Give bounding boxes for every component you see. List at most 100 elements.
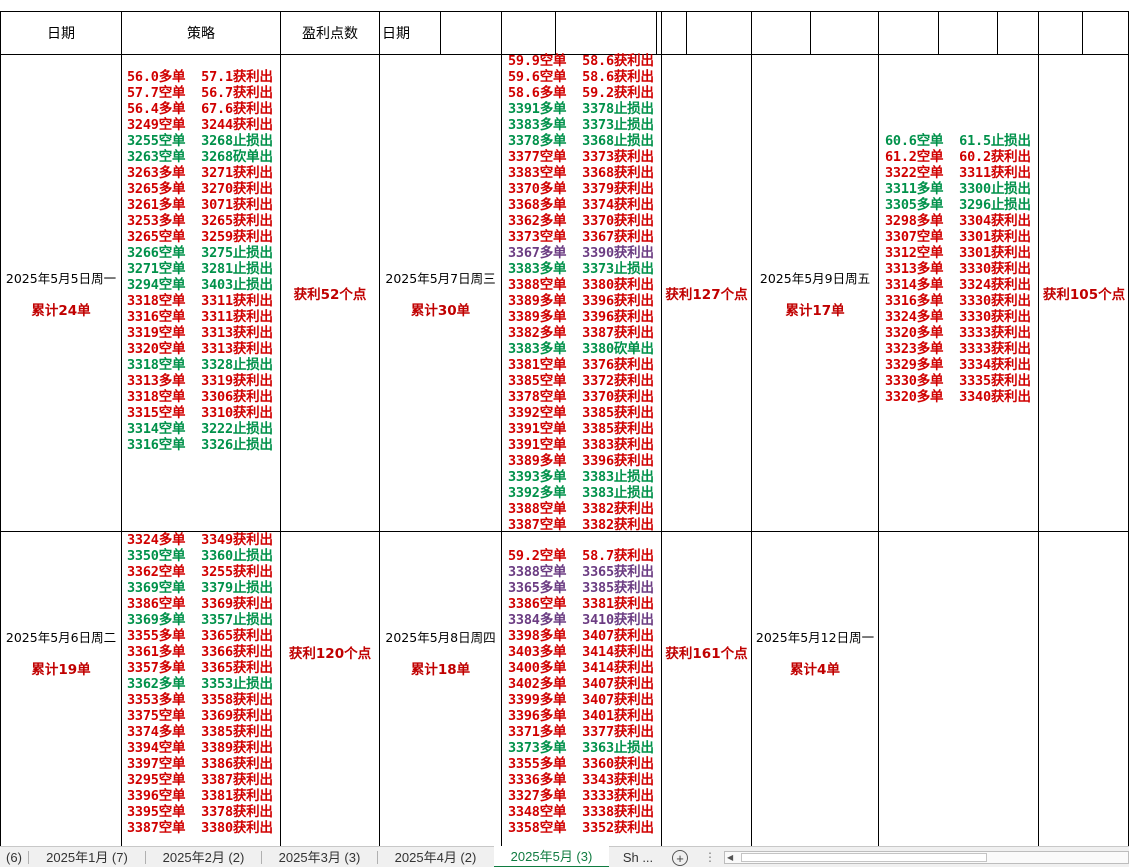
strategy-line: 3389多单 3396获利出 [508, 453, 654, 469]
strategy-line: 3386空单 3381获利出 [508, 596, 654, 612]
sheet-tab-active[interactable]: 2025年5月 (3) [494, 846, 609, 867]
total-orders: 累计24单 [31, 302, 91, 319]
strategy-line: 3371多单 3377获利出 [508, 724, 654, 740]
sheet-tab[interactable]: Sh ... [612, 847, 664, 867]
strategy-line: 3348空单 3338获利出 [508, 804, 654, 820]
sheet-tab-label: (6) [6, 850, 22, 865]
grid-line [0, 531, 1129, 532]
strategy-line: 3396多单 3401获利出 [508, 708, 654, 724]
header-date-2[interactable]: 日期 [380, 11, 440, 54]
strategy-cell[interactable]: 56.0多单 57.1获利出 57.7空单 56.7获利出 56.4多单 67.6获… [127, 69, 280, 531]
header-profit-points[interactable]: 盈利点数 [281, 11, 379, 54]
header-date-1[interactable]: 日期 [1, 11, 121, 54]
strategy-line: 3294空单 3403止损出 [127, 277, 273, 293]
strategy-line: 3336多单 3343获利出 [508, 772, 654, 788]
strategy-line: 3392多单 3383止损出 [508, 485, 654, 501]
strategy-line: 61.2空单 60.2获利出 [885, 149, 1031, 165]
strategy-line: 3314多单 3324获利出 [885, 277, 1031, 293]
date-cell[interactable]: 2025年5月5日周一 累计24单 [1, 55, 121, 531]
grid-line [280, 11, 281, 846]
strategy-line: 3255空单 3268止损出 [127, 133, 273, 149]
strategy-line: 3318空单 3306获利出 [127, 389, 273, 405]
strategy-line: 3261多单 3071获利出 [127, 197, 273, 213]
strategy-line: 3314空单 3222止损出 [127, 421, 273, 437]
strategy-line: 3381空单 3376获利出 [508, 357, 654, 373]
strategy-line: 3369多单 3357止损出 [127, 612, 273, 628]
profit-points-cell[interactable]: 获利105个点 [1039, 55, 1129, 531]
add-sheet-icon[interactable]: + [672, 850, 688, 866]
profit-points-cell[interactable]: 获利52个点 [281, 55, 379, 531]
strategy-line: 3355多单 3365获利出 [127, 628, 273, 644]
strategy-line: 3316空单 3326止损出 [127, 437, 273, 453]
strategy-cell[interactable]: 59.2空单 58.7获利出 3388空单 3365获利出 3365多单 3385获… [508, 548, 661, 846]
strategy-line: 3391空单 3383获利出 [508, 437, 654, 453]
strategy-line: 3367多单 3390获利出 [508, 245, 654, 261]
header-strategy[interactable]: 策略 [122, 11, 280, 54]
strategy-line: 3323多单 3333获利出 [885, 341, 1031, 357]
strategy-line: 3265多单 3270获利出 [127, 181, 273, 197]
sheet-tab[interactable]: (6) [0, 847, 28, 867]
strategy-line: 59.2空单 58.7获利出 [508, 548, 654, 564]
total-orders: 累计18单 [410, 661, 471, 678]
sheet-tab[interactable]: 2025年2月 (2) [146, 847, 261, 867]
strategy-line: 3387空单 3382获利出 [508, 517, 654, 531]
sheet-tab-label: 2025年1月 (7) [46, 850, 128, 865]
horizontal-scrollbar[interactable]: ◀ [724, 851, 1129, 864]
strategy-line: 3389多单 3396获利出 [508, 309, 654, 325]
date-cell[interactable]: 2025年5月6日周二 累计19单 [1, 532, 121, 772]
date-cell[interactable]: 2025年5月7日周三 累计30单 [380, 55, 501, 531]
strategy-line: 3383多单 3373止损出 [508, 117, 654, 133]
strategy-cell[interactable]: 3324多单 3349获利出 3350空单 3360止损出 3362空单 3255获… [127, 532, 280, 846]
profit-points-cell[interactable]: 获利120个点 [281, 532, 379, 772]
sheet-tab-label: 2025年2月 (2) [162, 850, 245, 865]
sheet-tab[interactable]: 2025年3月 (3) [262, 847, 377, 867]
sheet-tab[interactable]: 2025年1月 (7) [29, 847, 145, 867]
profit-label: 获利120个点 [288, 646, 372, 662]
date-label: 2025年5月6日周二 [5, 629, 117, 645]
strategy-line: 59.9空单 58.6获利出 [508, 53, 654, 69]
grid-line [440, 11, 441, 54]
strategy-line: 3373空单 3367获利出 [508, 229, 654, 245]
scrollbar-thumb[interactable] [741, 853, 987, 862]
grid-line [555, 11, 556, 54]
strategy-line: 3330多单 3335获利出 [885, 373, 1031, 389]
profit-points-cell[interactable]: 获利127个点 [662, 55, 751, 531]
date-cell[interactable]: 2025年5月9日周五 累计17单 [752, 55, 878, 531]
strategy-line: 3392空单 3385获利出 [508, 405, 654, 421]
profit-label: 获利161个点 [665, 646, 748, 662]
strategy-line: 3358空单 3352获利出 [508, 820, 654, 836]
strategy-line: 3368多单 3374获利出 [508, 197, 654, 213]
strategy-line: 3315空单 3310获利出 [127, 405, 273, 421]
tab-divider [377, 851, 378, 864]
date-cell[interactable]: 2025年5月12日周一 累计4单 [752, 532, 878, 772]
strategy-line: 3362空单 3255获利出 [127, 564, 273, 580]
strategy-line: 3362多单 3370获利出 [508, 213, 654, 229]
strategy-cell[interactable]: 60.6空单 61.5止损出 61.2空单 60.2获利出 3322空单 3311获… [885, 133, 1038, 531]
strategy-line: 3399多单 3407获利出 [508, 692, 654, 708]
strategy-line: 3320多单 3333获利出 [885, 325, 1031, 341]
strategy-cell[interactable]: 59.9空单 58.6获利出 59.6空单 58.6获利出 58.6多单 59.2获… [508, 53, 661, 531]
strategy-line: 3327多单 3333获利出 [508, 788, 654, 804]
strategy-line: 58.6多单 59.2获利出 [508, 85, 654, 101]
strategy-line: 3319空单 3313获利出 [127, 325, 273, 341]
strategy-line: 3357多单 3365获利出 [127, 660, 273, 676]
strategy-line: 3313多单 3330获利出 [885, 261, 1031, 277]
strategy-line: 3305多单 3296止损出 [885, 197, 1031, 213]
grid-line [121, 11, 122, 846]
date-label: 2025年5月12日周一 [755, 629, 875, 645]
strategy-line: 3362多单 3353止损出 [127, 676, 273, 692]
strategy-line: 3322空单 3311获利出 [885, 165, 1031, 181]
strategy-line: 3295空单 3387获利出 [127, 772, 273, 788]
strategy-line: 3318空单 3328止损出 [127, 357, 273, 373]
spreadsheet-grid[interactable]: 日期 策略 盈利点数 日期 2025年5月5日周一 累计24单 56.0多单 5… [0, 0, 1129, 846]
strategy-line: 3324多单 3349获利出 [127, 532, 273, 548]
profit-label: 获利52个点 [293, 287, 367, 303]
strategy-line: 3378多单 3368止损出 [508, 133, 654, 149]
profit-points-cell[interactable]: 获利161个点 [662, 532, 751, 772]
date-cell[interactable]: 2025年5月8日周四 累计18单 [380, 532, 501, 772]
scroll-left-icon[interactable]: ◀ [727, 853, 734, 862]
strategy-line: 3377空单 3373获利出 [508, 149, 654, 165]
strategy-line: 3397空单 3386获利出 [127, 756, 273, 772]
more-options-icon[interactable]: ⋮ [704, 850, 716, 864]
sheet-tab[interactable]: 2025年4月 (2) [378, 847, 493, 867]
